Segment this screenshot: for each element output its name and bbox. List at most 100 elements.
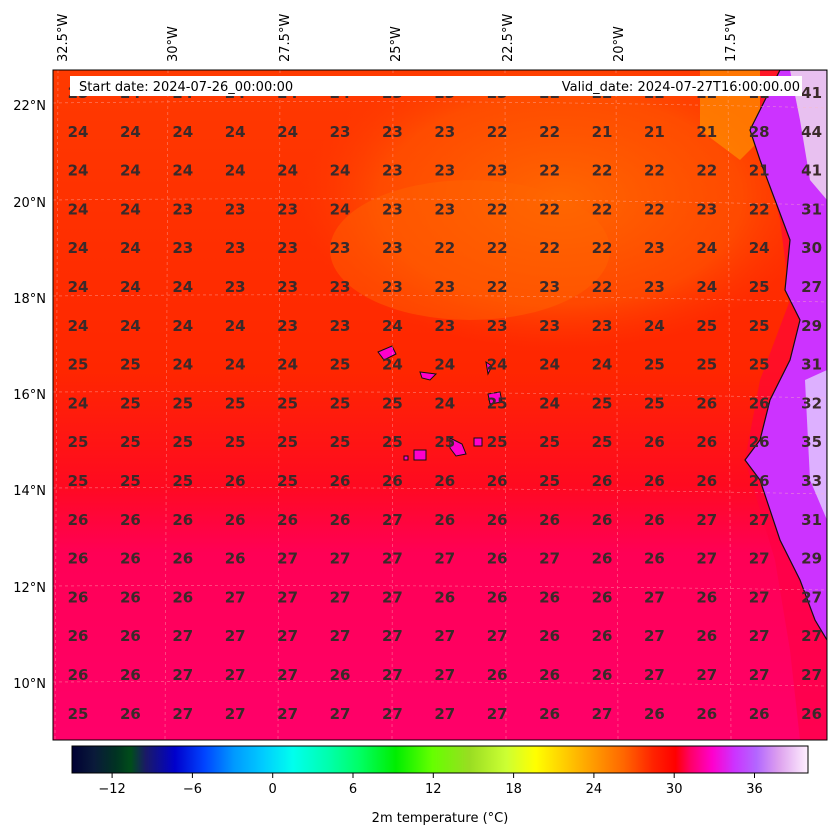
grid-value: 25	[172, 433, 193, 451]
grid-value: 27	[277, 550, 298, 568]
grid-value: 26	[749, 433, 770, 451]
lat-label: 22°N	[13, 99, 46, 114]
grid-value: 26	[330, 511, 351, 529]
grid-value: 24	[225, 356, 246, 374]
grid-value: 25	[749, 278, 770, 296]
grid-value: 27	[172, 627, 193, 645]
colorbar-tick-label: 6	[349, 782, 357, 797]
grid-value: 26	[696, 433, 717, 451]
grid-value: 26	[120, 666, 141, 684]
grid-value: 24	[68, 123, 89, 141]
grid-value: 24	[434, 394, 455, 412]
grid-value: 27	[172, 705, 193, 723]
grid-value: 22	[539, 239, 560, 257]
grid-value: 26	[434, 588, 455, 606]
grid-value: 24	[120, 200, 141, 218]
grid-value: 27	[382, 511, 403, 529]
grid-value: 23	[434, 162, 455, 180]
grid-value: 23	[382, 278, 403, 296]
grid-value: 27	[696, 550, 717, 568]
grid-value: 27	[277, 666, 298, 684]
grid-value: 41	[801, 84, 822, 102]
grid-value: 27	[749, 550, 770, 568]
lat-label: 16°N	[13, 388, 46, 403]
grid-value: 27	[434, 627, 455, 645]
grid-value: 26	[696, 705, 717, 723]
grid-value: 22	[434, 239, 455, 257]
grid-value: 25	[68, 705, 89, 723]
grid-value: 26	[696, 588, 717, 606]
grid-value: 27	[330, 705, 351, 723]
cool-region	[300, 70, 820, 350]
grid-value: 26	[592, 627, 613, 645]
grid-value: 26	[172, 588, 193, 606]
grid-value: 27	[487, 627, 508, 645]
colorbar-tick-label: −12	[98, 782, 125, 797]
grid-value: 25	[120, 433, 141, 451]
grid-value: 25	[539, 433, 560, 451]
grid-value: 27	[382, 588, 403, 606]
grid-value: 26	[487, 511, 508, 529]
colorbar-label: 2m temperature (°C)	[372, 811, 509, 826]
colorbar: −12 −6 0 6 12 18 24 30 36 2m temperature (°C)	[71, 745, 809, 826]
island-sao-nicolau	[419, 371, 438, 381]
grid-value: 24	[68, 317, 89, 335]
grid-value: 23	[277, 317, 298, 335]
header-bar	[70, 76, 802, 96]
grid-value: 24	[225, 317, 246, 335]
grid-value: 24	[644, 317, 665, 335]
grid-value: 24	[172, 162, 193, 180]
grid-value: 25	[644, 356, 665, 374]
grid-value: 23	[434, 278, 455, 296]
grid-value: 27	[434, 550, 455, 568]
grid-value: 24	[172, 278, 193, 296]
grid-value: 26	[68, 588, 89, 606]
grid-value: 26	[696, 627, 717, 645]
lat-label: 14°N	[13, 484, 46, 499]
grid-value: 23	[696, 200, 717, 218]
lon-label: 27.5°W	[278, 14, 293, 62]
lon-label: 30°W	[166, 26, 181, 62]
grid-value: 22	[592, 239, 613, 257]
grid-value: 22	[539, 200, 560, 218]
grid-value: 23	[225, 200, 246, 218]
colorbar-tick-label: 12	[425, 782, 442, 797]
grid-value: 23	[277, 200, 298, 218]
grid-value: 26	[487, 588, 508, 606]
lon-label: 22.5°W	[501, 14, 516, 62]
grid-value: 24	[487, 356, 508, 374]
lat-label: 12°N	[13, 581, 46, 596]
grid-value: 25	[330, 394, 351, 412]
grid-value: 26	[749, 394, 770, 412]
lat-label: 10°N	[13, 677, 46, 692]
map-area[interactable]: 25 24 24 24 24 24 23 23 23 22 22 22 22 21 41 24 24 24 24 24…	[53, 50, 827, 740]
grid-value: 25	[277, 472, 298, 490]
colorbar-ticks: −12 −6 0 6 12 18 24 30 36	[98, 773, 763, 797]
grid-value: 26	[644, 550, 665, 568]
grid-value: 24	[277, 356, 298, 374]
grid-value: 22	[644, 200, 665, 218]
grid-value: 27	[277, 705, 298, 723]
grid-value: 27	[225, 627, 246, 645]
grid-value: 25	[696, 317, 717, 335]
grid-value: 44	[801, 123, 822, 141]
colorbar-tick-label: 36	[746, 782, 763, 797]
grid-value: 25	[277, 394, 298, 412]
grid-value: 24	[120, 278, 141, 296]
grid-value: 23	[434, 317, 455, 335]
grid-value: 27	[592, 705, 613, 723]
grid-value: 26	[749, 705, 770, 723]
lat-label: 18°N	[13, 292, 46, 307]
grid-value: 23	[382, 239, 403, 257]
grid-value: 23	[330, 278, 351, 296]
grid-value: 26	[68, 627, 89, 645]
grid-value: 25	[330, 356, 351, 374]
grid-value: 26	[225, 472, 246, 490]
grid-value: 26	[382, 472, 403, 490]
grid-value: 24	[68, 239, 89, 257]
colorbar-strip	[71, 745, 809, 774]
grid-value: 22	[487, 200, 508, 218]
grid-value: 27	[801, 588, 822, 606]
grid-value: 23	[382, 162, 403, 180]
